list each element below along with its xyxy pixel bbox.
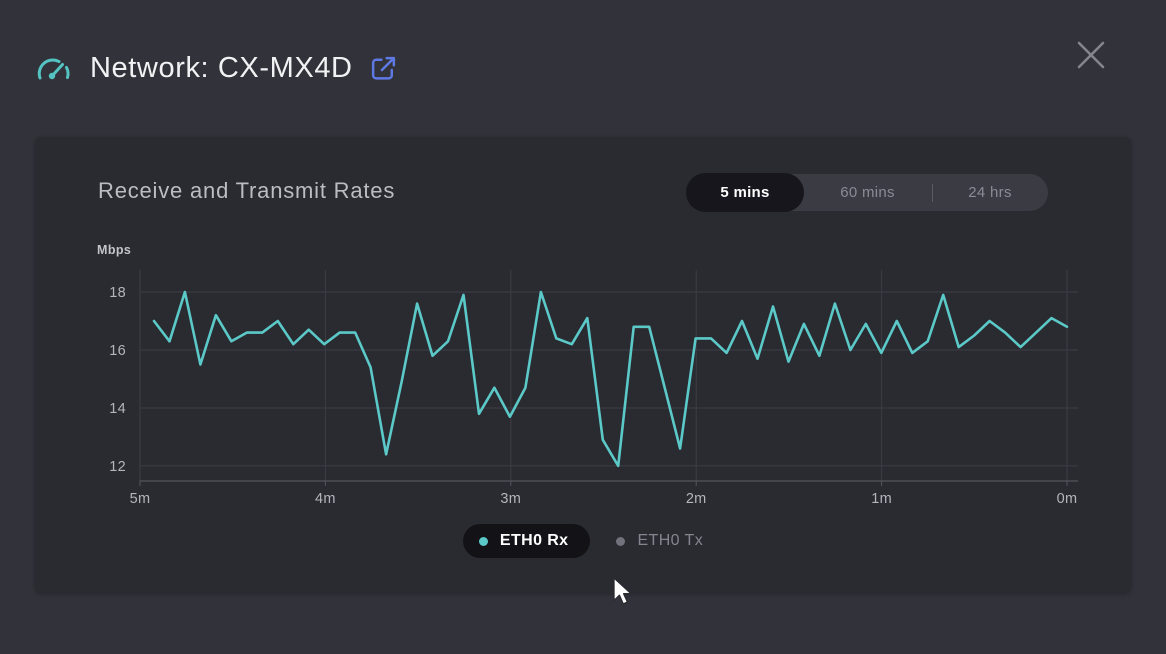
svg-text:3m: 3m [500,491,521,507]
svg-text:14: 14 [109,401,126,417]
svg-text:12: 12 [109,459,126,475]
rx-legend-label: ETH0 Rx [499,532,569,549]
time-range-24hrs[interactable]: 24 hrs [933,174,1047,211]
time-range-24hrs-label: 24 hrs [968,184,1012,201]
svg-text:4m: 4m [315,491,336,507]
time-range-5mins[interactable]: 5 mins [687,174,803,211]
external-link-icon[interactable] [369,54,398,83]
legend-item-eth0-tx[interactable]: ETH0 Tx [616,532,703,550]
svg-text:2m: 2m [686,491,707,507]
tx-legend-label: ETH0 Tx [637,532,704,549]
time-range-60mins-label: 60 mins [840,184,895,201]
svg-text:5m: 5m [130,491,151,507]
rx-legend-dot [478,536,488,546]
time-range-5mins-label: 5 mins [720,184,770,201]
page-title: Network: CX-MX4D [90,51,353,84]
rates-card: Receive and Transmit Rates 5 mins 60 min… [35,137,1131,593]
tx-legend-dot [616,536,626,546]
close-icon[interactable] [1074,38,1108,72]
card-title: Receive and Transmit Rates [98,178,396,203]
chart-legend: ETH0 Rx ETH0 Tx [35,523,1131,559]
svg-text:16: 16 [109,343,126,359]
y-axis-unit-label: Mbps [97,243,132,257]
svg-text:1m: 1m [871,491,892,507]
time-range-toggle: 5 mins 60 mins 24 hrs [687,174,1048,211]
toggle-divider [932,183,933,202]
svg-text:0m: 0m [1057,491,1078,507]
time-range-60mins[interactable]: 60 mins [803,174,932,211]
speedometer-icon [37,58,70,80]
svg-text:18: 18 [109,285,126,301]
modal-header: Network: CX-MX4D [36,41,1136,90]
legend-item-eth0-rx[interactable]: ETH0 Rx [462,524,591,558]
